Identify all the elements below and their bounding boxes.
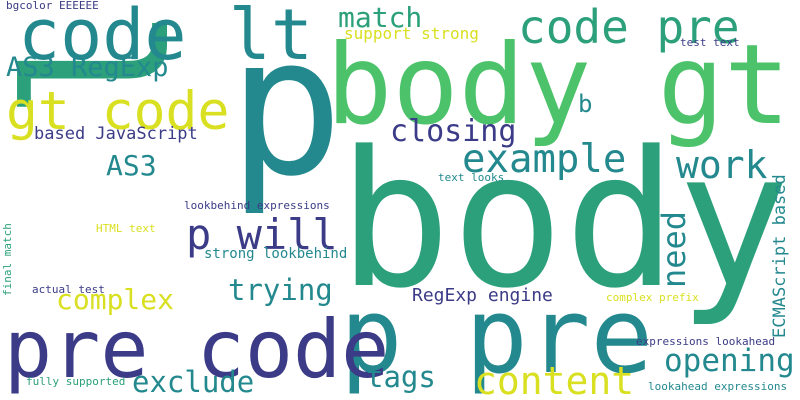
word-work: work [676,143,768,187]
word-p-will: p will [186,210,338,259]
word-example: example [462,137,627,182]
word-code-pre: code pre [518,0,740,54]
word-exclude: exclude [132,365,255,399]
word-complex: complex [56,283,175,316]
word-pre-code: pre code [4,303,390,396]
word-p-pre: p pre [340,275,654,397]
word-tags: tags [366,360,436,394]
word-based-javascript: based JavaScript [34,124,198,144]
word-trying: trying [228,273,333,307]
word-body-large: body [338,112,791,330]
word-test-text: test text [680,36,740,49]
word-opening: opening [664,343,795,379]
word-need: need [655,210,693,288]
word-body-gt: body gt [326,21,791,149]
word-actual-test: actual test [32,283,105,296]
word-bgcolor-eeeeee: bgcolor EEEEEE [6,0,99,12]
word-support-strong: support strong [344,24,479,43]
word-match: match [338,1,423,34]
word-strong-lookbehind: strong lookbehind [204,246,348,262]
word-p: p [228,0,344,219]
word-final-match: final match [1,223,14,296]
word-b: b [578,90,593,118]
word-gt-code: gt code [6,81,230,142]
word-code-lt: code lt [18,0,314,76]
word-lookbehind-expressions: lookbehind expressions [184,199,330,212]
word-html-text: HTML text [96,222,156,235]
word-text-looks: text looks [438,171,505,184]
word-content: content [474,359,635,400]
word-as3-regexp: AS3 RegExp [6,52,169,83]
word-ecmascript-based: ECMAScript based [770,174,790,338]
word-fully-supported: fully supported [26,375,126,388]
word-lookahead-expressions: lookahead expressions [648,380,788,393]
word-closing: closing [390,114,517,149]
word-regexp-engine: RegExp engine [412,285,553,306]
word-as3: AS3 [106,149,157,182]
word-expressions-lookahead: expressions lookahead [636,335,776,348]
word-complex-prefix: complex prefix [606,291,699,304]
